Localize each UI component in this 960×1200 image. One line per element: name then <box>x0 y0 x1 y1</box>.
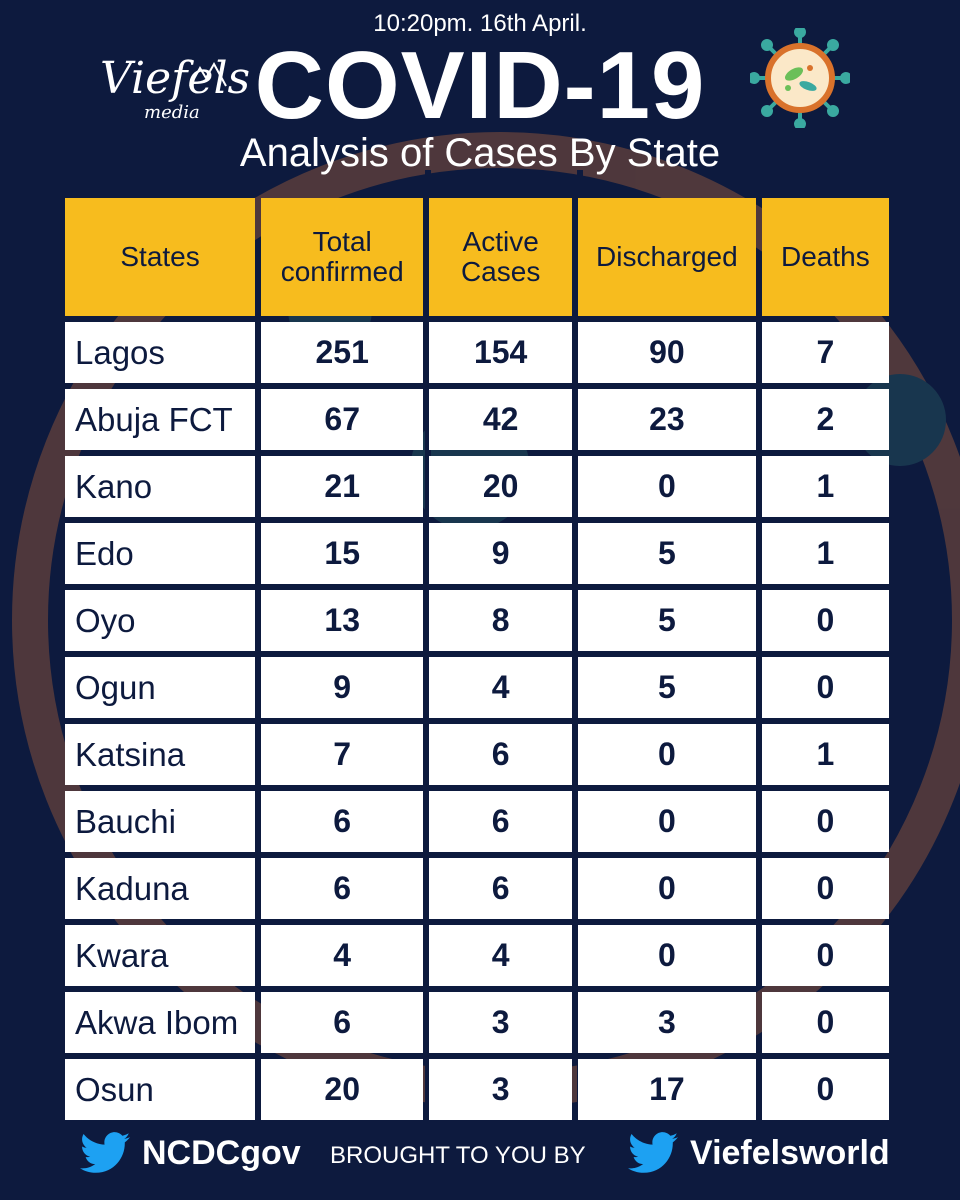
active-cases: 6 <box>429 791 573 852</box>
deaths: 0 <box>761 590 889 651</box>
discharged: 0 <box>578 724 756 785</box>
active-cases: 6 <box>429 858 573 919</box>
active-cases: 4 <box>429 925 573 986</box>
deaths: 0 <box>761 791 889 852</box>
cases-table-container: States Total confirmed Active Cases Disc… <box>65 192 895 1126</box>
header-discharged: Discharged <box>578 198 756 316</box>
active-cases: 4 <box>429 657 573 718</box>
deaths: 0 <box>761 992 889 1053</box>
discharged: 0 <box>578 791 756 852</box>
deaths: 1 <box>761 724 889 785</box>
total-confirmed: 6 <box>261 858 424 919</box>
header: 10:20pm. 16th April. Viefels media COVID… <box>0 0 960 190</box>
viefelsworld-twitter-handle: Viefelsworld <box>690 1134 890 1172</box>
cases-by-state-table: States Total confirmed Active Cases Disc… <box>59 192 895 1126</box>
page-title: COVID-19 <box>254 32 706 139</box>
discharged: 5 <box>578 590 756 651</box>
state-name: Lagos <box>65 322 256 383</box>
state-name: Oyo <box>65 590 256 651</box>
header-active-cases: Active Cases <box>429 198 573 316</box>
table-row: Kaduna 6 6 0 0 <box>65 858 889 919</box>
deaths: 1 <box>761 523 889 584</box>
ncdc-twitter-handle: NCDCgov <box>142 1134 301 1172</box>
discharged: 5 <box>578 657 756 718</box>
logo-lettering: Viefels <box>100 53 251 104</box>
discharged: 17 <box>578 1059 756 1120</box>
deaths: 7 <box>761 322 889 383</box>
discharged: 0 <box>578 456 756 517</box>
state-name: Akwa Ibom <box>65 992 256 1053</box>
table-row: Edo 15 9 5 1 <box>65 523 889 584</box>
state-name: Osun <box>65 1059 256 1120</box>
total-confirmed: 9 <box>261 657 424 718</box>
active-cases: 42 <box>429 389 573 450</box>
deaths: 0 <box>761 858 889 919</box>
table-row: Lagos 251 154 90 7 <box>65 322 889 383</box>
state-name: Kano <box>65 456 256 517</box>
active-cases: 20 <box>429 456 573 517</box>
total-confirmed: 4 <box>261 925 424 986</box>
table-row: Akwa Ibom 6 3 3 0 <box>65 992 889 1053</box>
discharged: 0 <box>578 925 756 986</box>
state-name: Katsina <box>65 724 256 785</box>
twitter-bird-icon <box>80 1132 130 1173</box>
active-cases: 9 <box>429 523 573 584</box>
state-name: Ogun <box>65 657 256 718</box>
discharged: 0 <box>578 858 756 919</box>
state-name: Abuja FCT <box>65 389 256 450</box>
total-confirmed: 67 <box>261 389 424 450</box>
table-row: Ogun 9 4 5 0 <box>65 657 889 718</box>
total-confirmed: 21 <box>261 456 424 517</box>
table-row: Abuja FCT 67 42 23 2 <box>65 389 889 450</box>
table-row: Bauchi 6 6 0 0 <box>65 791 889 852</box>
total-confirmed: 7 <box>261 724 424 785</box>
deaths: 0 <box>761 1059 889 1120</box>
deaths: 1 <box>761 456 889 517</box>
total-confirmed: 20 <box>261 1059 424 1120</box>
brought-to-you-by-text: BROUGHT TO YOU BY <box>330 1142 586 1169</box>
logo-subtext: media <box>144 102 200 123</box>
timestamp: 10:20pm. 16th April. <box>373 10 587 37</box>
discharged: 5 <box>578 523 756 584</box>
active-cases: 8 <box>429 590 573 651</box>
discharged: 23 <box>578 389 756 450</box>
mountain-icon <box>189 61 227 87</box>
footer: NCDCgov BROUGHT TO YOU BY Viefelsworld <box>0 1120 960 1190</box>
state-name: Kaduna <box>65 858 256 919</box>
table-row: Kano 21 20 0 1 <box>65 456 889 517</box>
table-header-row: States Total confirmed Active Cases Disc… <box>65 198 889 316</box>
table-row: Oyo 13 8 5 0 <box>65 590 889 651</box>
deaths: 2 <box>761 389 889 450</box>
twitter-bird-icon <box>628 1132 678 1173</box>
active-cases: 3 <box>429 992 573 1053</box>
header-total-confirmed: Total confirmed <box>261 198 424 316</box>
total-confirmed: 13 <box>261 590 424 651</box>
active-cases: 154 <box>429 322 573 383</box>
total-confirmed: 15 <box>261 523 424 584</box>
total-confirmed: 6 <box>261 791 424 852</box>
header-deaths: Deaths <box>761 198 889 316</box>
table-row: Kwara 4 4 0 0 <box>65 925 889 986</box>
state-name: Edo <box>65 523 256 584</box>
header-states: States <box>65 198 256 316</box>
deaths: 0 <box>761 925 889 986</box>
state-name: Bauchi <box>65 791 256 852</box>
deaths: 0 <box>761 657 889 718</box>
virus-icon <box>750 28 850 128</box>
total-confirmed: 251 <box>261 322 424 383</box>
table-row: Katsina 7 6 0 1 <box>65 724 889 785</box>
viefels-media-logo: Viefels media <box>92 40 250 130</box>
active-cases: 6 <box>429 724 573 785</box>
state-name: Kwara <box>65 925 256 986</box>
active-cases: 3 <box>429 1059 573 1120</box>
discharged: 90 <box>578 322 756 383</box>
discharged: 3 <box>578 992 756 1053</box>
page-subtitle: Analysis of Cases By State <box>239 131 721 175</box>
total-confirmed: 6 <box>261 992 424 1053</box>
table-row: Osun 20 3 17 0 <box>65 1059 889 1120</box>
